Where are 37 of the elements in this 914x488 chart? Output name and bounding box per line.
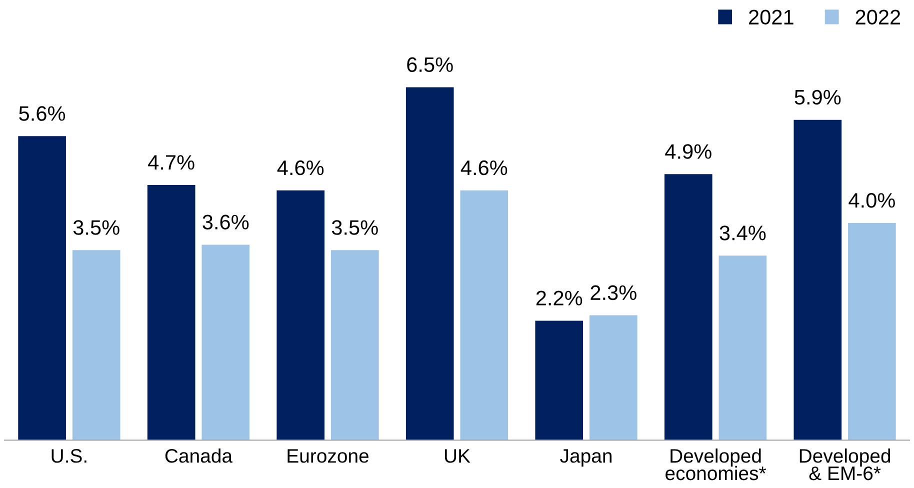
bar [718, 256, 767, 440]
bar [147, 184, 196, 440]
legend-label: 2022 [856, 10, 900, 25]
bar [460, 190, 508, 440]
data-label: 4.7% [148, 155, 194, 170]
bar [535, 320, 584, 440]
legend-label: 2021 [749, 10, 794, 25]
data-label: 3.4% [720, 226, 766, 240]
bar [18, 136, 66, 440]
bar [589, 315, 638, 440]
data-label: 4.9% [665, 144, 712, 159]
bar [848, 222, 896, 440]
bar [202, 244, 250, 440]
data-label: 3.6% [202, 214, 249, 230]
data-label: 6.5% [407, 57, 453, 72]
x-tick-label: Eurozone [288, 449, 368, 463]
x-tick-label: Developed & EM-6* [800, 448, 890, 480]
x-tick-label: UK [444, 449, 470, 463]
data-label: 4.6% [277, 160, 324, 176]
data-label: 5.6% [19, 106, 66, 121]
data-label: 2.2% [536, 290, 582, 306]
bar [664, 174, 712, 440]
bar [794, 120, 842, 440]
data-label: 3.5% [73, 220, 120, 235]
data-label: 4.6% [460, 160, 508, 176]
data-label: 5.9% [794, 90, 841, 105]
bar [330, 250, 379, 440]
bar [406, 87, 454, 440]
bar [276, 190, 325, 440]
x-tick-label: U.S. [52, 449, 86, 463]
x-tick-label: Developed economies* [666, 448, 766, 480]
x-tick-label: Japan [560, 449, 612, 467]
x-tick-label: Canada [165, 448, 233, 463]
data-label: 3.5% [332, 220, 378, 235]
data-label: 4.0% [848, 193, 895, 208]
bar [72, 250, 120, 440]
data-label: 2.3% [590, 285, 636, 300]
